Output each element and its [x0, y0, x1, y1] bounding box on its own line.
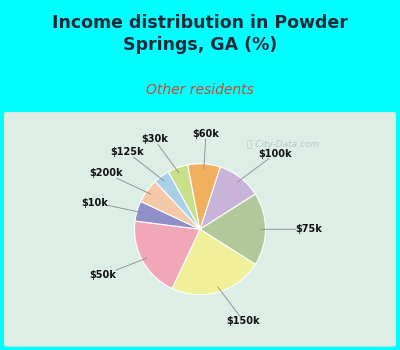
Text: $60k: $60k	[192, 129, 220, 169]
Text: $200k: $200k	[89, 168, 151, 194]
Text: $10k: $10k	[81, 198, 142, 212]
Wedge shape	[155, 172, 200, 229]
Wedge shape	[135, 201, 200, 229]
Wedge shape	[200, 194, 266, 264]
Wedge shape	[141, 182, 200, 229]
Wedge shape	[188, 164, 220, 229]
Text: $75k: $75k	[260, 224, 322, 234]
Text: ⓘ City-Data.com: ⓘ City-Data.com	[247, 140, 319, 149]
Text: $100k: $100k	[238, 149, 292, 182]
Wedge shape	[168, 165, 200, 229]
FancyBboxPatch shape	[4, 112, 396, 346]
Text: $50k: $50k	[89, 258, 147, 280]
Text: Other residents: Other residents	[146, 83, 254, 97]
Text: Income distribution in Powder
Springs, GA (%): Income distribution in Powder Springs, G…	[52, 14, 348, 54]
Wedge shape	[172, 229, 255, 295]
Text: $30k: $30k	[141, 134, 179, 173]
Wedge shape	[200, 167, 255, 229]
Text: $150k: $150k	[218, 287, 260, 326]
Wedge shape	[134, 221, 200, 288]
Text: $125k: $125k	[110, 147, 164, 181]
